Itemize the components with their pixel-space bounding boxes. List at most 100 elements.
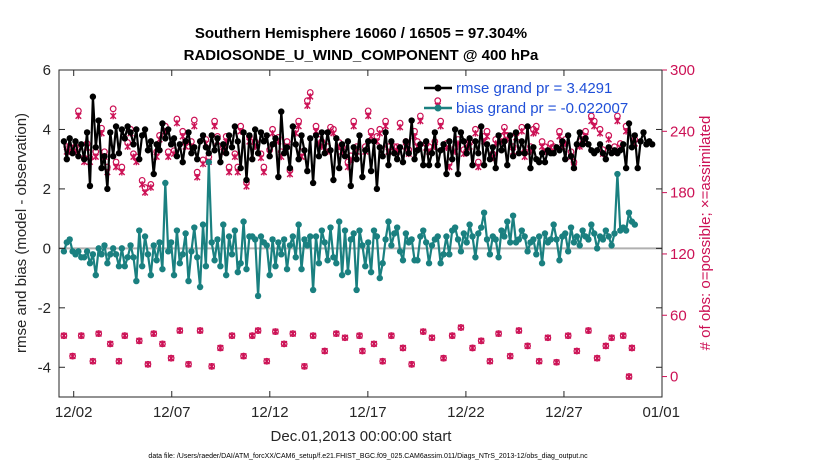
rmse-point	[512, 129, 520, 136]
obs-assimilated-point	[135, 337, 143, 345]
obs-assimilated-point	[164, 153, 172, 161]
rmse-point	[315, 153, 323, 160]
rmse-point	[107, 129, 114, 136]
bias-point	[150, 242, 157, 249]
rmse-point	[83, 129, 91, 136]
rmse-point	[451, 126, 459, 133]
obs-assimilated-point	[231, 153, 239, 161]
rmse-point	[75, 153, 82, 160]
bias-point	[109, 245, 117, 252]
rmse-point	[312, 132, 320, 139]
bias-point	[350, 230, 357, 237]
bias-point	[104, 260, 111, 267]
bias-point	[530, 236, 537, 243]
bias-point	[225, 233, 233, 240]
obs-assimilated-point	[388, 332, 395, 339]
legend-rmse-marker	[434, 84, 442, 92]
rmse-point	[443, 170, 450, 178]
bias-point	[141, 233, 149, 240]
rmse-point	[347, 182, 355, 190]
bias-point	[338, 271, 346, 279]
bias-point	[504, 218, 511, 225]
x-tick-label: 12/07	[153, 404, 191, 421]
bias-point	[127, 242, 134, 249]
rmse-point	[640, 129, 647, 136]
bias-point	[402, 230, 410, 237]
bias-point	[66, 236, 73, 243]
bias-point	[237, 260, 244, 267]
bias-point	[359, 242, 366, 249]
rmse-point	[353, 155, 360, 163]
bias-point	[333, 260, 340, 267]
obs-assimilated-point	[472, 130, 479, 137]
bias-point	[437, 260, 444, 267]
rmse-point	[280, 150, 288, 157]
bias-point	[214, 236, 221, 243]
rmse-point	[182, 138, 189, 145]
bias-point	[124, 254, 131, 261]
obs-assimilated-point	[588, 117, 595, 125]
rmse-point	[341, 153, 349, 160]
rmse-point	[80, 155, 88, 163]
bias-point	[275, 239, 282, 246]
rmse-point	[521, 150, 528, 157]
rmse-point	[376, 144, 383, 151]
bias-point	[95, 245, 102, 252]
x-tick-label: 12/17	[349, 404, 387, 421]
obs-assimilated-point	[556, 133, 563, 140]
rmse-point	[330, 176, 337, 184]
bias-point	[428, 242, 436, 249]
bias-point	[457, 248, 465, 255]
bias-point	[280, 236, 288, 243]
rmse-point	[63, 155, 71, 163]
rmse-point	[382, 129, 389, 136]
rmse-point	[167, 141, 175, 148]
rmse-point	[466, 135, 473, 142]
rmse-point	[243, 176, 250, 184]
rmse-point	[307, 135, 314, 142]
bias-point	[133, 277, 140, 285]
bias-point	[353, 286, 360, 294]
obs-assimilated-point	[176, 327, 184, 334]
obs-assimilated-point	[535, 357, 543, 365]
rmse-point	[292, 141, 299, 148]
rmse-point	[570, 164, 578, 172]
obs-assimilated-point	[544, 334, 552, 342]
obs-possible-point	[109, 105, 117, 113]
bias-point	[399, 257, 407, 264]
rmse-point	[92, 144, 99, 151]
rmse-point	[399, 158, 407, 166]
obs-assimilated-point	[75, 112, 82, 120]
bias-point	[327, 224, 334, 231]
rmse-point	[492, 164, 499, 172]
obs-assimilated-point	[532, 128, 540, 135]
obs-assimilated-point	[115, 357, 123, 365]
bias-point	[466, 221, 473, 228]
bias-point	[434, 233, 441, 240]
bias-point	[388, 242, 395, 249]
bias-point	[524, 248, 531, 255]
obs-assimilated-point	[483, 133, 491, 140]
bias-point	[518, 227, 525, 234]
right-tick-label: 0	[670, 369, 678, 386]
bias-point	[425, 260, 433, 267]
obs-assimilated-point	[173, 119, 181, 127]
rmse-point	[130, 141, 137, 148]
rmse-point	[118, 126, 126, 133]
bias-point	[220, 221, 227, 228]
rmse-point	[324, 129, 331, 136]
obs-assimilated-point	[112, 163, 120, 171]
obs-assimilated-point	[475, 163, 482, 171]
bias-point	[454, 236, 462, 243]
rmse-point	[402, 138, 410, 145]
bias-point	[312, 233, 320, 240]
obs-assimilated-point	[269, 130, 276, 137]
left-tick-label: -4	[38, 359, 51, 376]
bias-point	[231, 227, 239, 234]
obs-assimilated-point	[356, 332, 363, 339]
bias-point	[130, 254, 137, 261]
rmse-point	[165, 126, 172, 133]
bias-point	[533, 251, 540, 258]
rmse-point	[133, 126, 140, 133]
rmse-point	[286, 164, 294, 172]
